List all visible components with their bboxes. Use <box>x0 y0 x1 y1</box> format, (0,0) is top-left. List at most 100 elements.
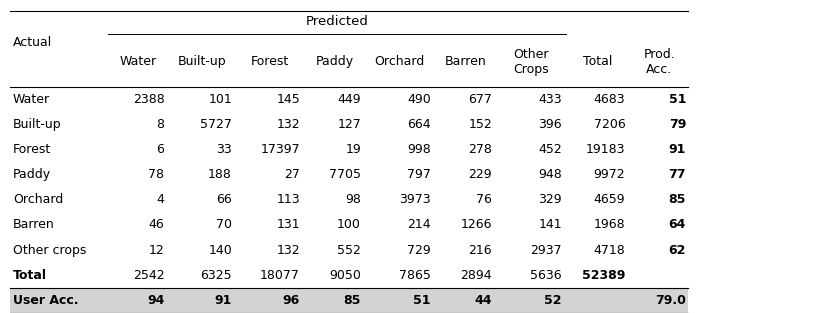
Text: 18077: 18077 <box>260 269 300 282</box>
Text: 51: 51 <box>668 93 686 106</box>
Text: Prod.
Acc.: Prod. Acc. <box>643 48 676 76</box>
Text: Orchard: Orchard <box>374 55 425 68</box>
Text: 2542: 2542 <box>133 269 165 282</box>
Text: 52389: 52389 <box>582 269 626 282</box>
Text: 1266: 1266 <box>460 218 492 232</box>
Text: 4683: 4683 <box>594 93 626 106</box>
Text: 9972: 9972 <box>594 168 626 181</box>
Text: Paddy: Paddy <box>315 55 354 68</box>
Text: Predicted: Predicted <box>305 15 369 28</box>
Text: 91: 91 <box>669 143 686 156</box>
Text: 140: 140 <box>208 244 232 257</box>
Text: Barren: Barren <box>444 55 486 68</box>
Text: 113: 113 <box>276 193 300 206</box>
Text: 19183: 19183 <box>586 143 626 156</box>
Text: Paddy: Paddy <box>13 168 51 181</box>
Text: 77: 77 <box>668 168 686 181</box>
Text: 5727: 5727 <box>201 118 232 131</box>
Text: 64: 64 <box>669 218 686 232</box>
Text: Forest: Forest <box>251 55 290 68</box>
Text: 145: 145 <box>276 93 300 106</box>
Text: 78: 78 <box>148 168 165 181</box>
Text: 66: 66 <box>216 193 232 206</box>
Text: 46: 46 <box>149 218 165 232</box>
Text: 2388: 2388 <box>132 93 165 106</box>
Text: 797: 797 <box>407 168 431 181</box>
Text: 4718: 4718 <box>593 244 626 257</box>
Text: 76: 76 <box>476 193 492 206</box>
Text: 552: 552 <box>337 244 361 257</box>
Text: 100: 100 <box>337 218 361 232</box>
Text: 1968: 1968 <box>594 218 626 232</box>
Text: 8: 8 <box>156 118 165 131</box>
Text: 396: 396 <box>538 118 562 131</box>
Text: 9050: 9050 <box>329 269 361 282</box>
Text: 2937: 2937 <box>530 244 562 257</box>
Text: 5636: 5636 <box>530 269 562 282</box>
Text: 4: 4 <box>156 193 165 206</box>
Text: 2894: 2894 <box>460 269 492 282</box>
Text: 7206: 7206 <box>593 118 626 131</box>
Text: 4659: 4659 <box>594 193 626 206</box>
Text: 6325: 6325 <box>201 269 232 282</box>
Text: 17397: 17397 <box>260 143 300 156</box>
Text: 27: 27 <box>284 168 300 181</box>
Text: User Acc.: User Acc. <box>13 294 78 307</box>
Text: 664: 664 <box>407 118 431 131</box>
Text: 329: 329 <box>538 193 562 206</box>
Text: 214: 214 <box>407 218 431 232</box>
Text: 79: 79 <box>669 118 686 131</box>
Text: 278: 278 <box>468 143 492 156</box>
Text: 188: 188 <box>208 168 232 181</box>
Text: 101: 101 <box>208 93 232 106</box>
Text: Total: Total <box>13 269 47 282</box>
Text: 141: 141 <box>538 218 562 232</box>
Text: 51: 51 <box>414 294 431 307</box>
Text: 216: 216 <box>468 244 492 257</box>
Text: Orchard: Orchard <box>13 193 63 206</box>
Text: Built-up: Built-up <box>13 118 62 131</box>
Text: 132: 132 <box>276 118 300 131</box>
Text: 6: 6 <box>156 143 165 156</box>
Text: Other
Crops: Other Crops <box>513 48 548 76</box>
Text: 85: 85 <box>669 193 686 206</box>
Text: Total: Total <box>583 55 612 68</box>
Text: 998: 998 <box>407 143 431 156</box>
Text: 677: 677 <box>468 93 492 106</box>
Text: Water: Water <box>119 55 156 68</box>
Text: Barren: Barren <box>13 218 55 232</box>
Text: 98: 98 <box>345 193 361 206</box>
Text: 33: 33 <box>216 143 232 156</box>
Text: 229: 229 <box>468 168 492 181</box>
Text: 44: 44 <box>474 294 492 307</box>
Text: 12: 12 <box>149 244 165 257</box>
Text: 948: 948 <box>538 168 562 181</box>
Text: 19: 19 <box>345 143 361 156</box>
Text: 132: 132 <box>276 244 300 257</box>
Text: Actual: Actual <box>13 36 52 49</box>
Text: 91: 91 <box>215 294 232 307</box>
Text: 490: 490 <box>407 93 431 106</box>
Text: 127: 127 <box>337 118 361 131</box>
Text: 7705: 7705 <box>329 168 361 181</box>
Text: 85: 85 <box>344 294 361 307</box>
Text: 3973: 3973 <box>399 193 431 206</box>
Text: 52: 52 <box>544 294 562 307</box>
Text: 7865: 7865 <box>399 269 431 282</box>
Text: 152: 152 <box>468 118 492 131</box>
Text: Built-up: Built-up <box>178 55 226 68</box>
Text: 449: 449 <box>337 93 361 106</box>
Text: 96: 96 <box>283 294 300 307</box>
Text: 452: 452 <box>538 143 562 156</box>
Text: 79.0: 79.0 <box>655 294 686 307</box>
Text: 62: 62 <box>669 244 686 257</box>
Text: Other crops: Other crops <box>13 244 87 257</box>
Text: Forest: Forest <box>13 143 52 156</box>
Text: Water: Water <box>13 93 50 106</box>
Text: 131: 131 <box>276 218 300 232</box>
Text: 94: 94 <box>147 294 165 307</box>
Text: 433: 433 <box>538 93 562 106</box>
Bar <box>10 288 688 313</box>
Text: 729: 729 <box>407 244 431 257</box>
Text: 70: 70 <box>216 218 232 232</box>
